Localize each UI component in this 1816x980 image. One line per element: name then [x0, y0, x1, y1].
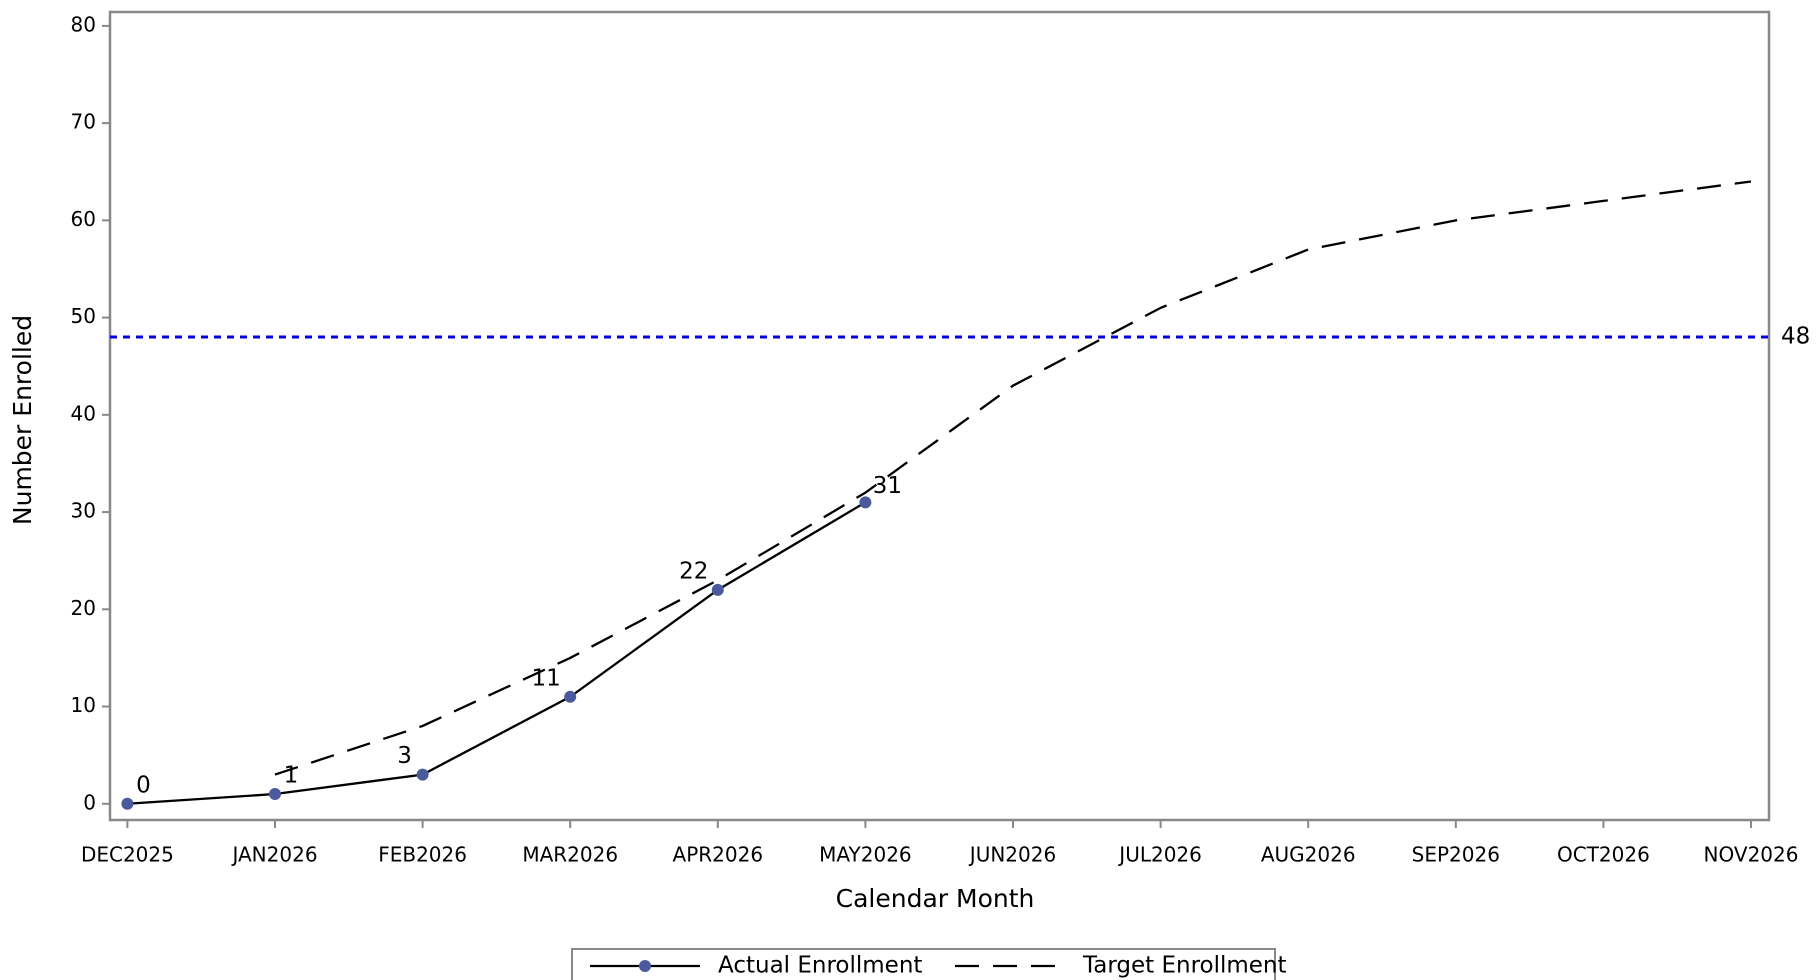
x-tick-label: FEB2026 — [378, 843, 467, 867]
y-tick-label: 80 — [71, 12, 96, 36]
x-tick-label: NOV2026 — [1704, 843, 1799, 867]
point-marker — [269, 788, 281, 801]
y-axis-title: Number Enrolled — [8, 315, 37, 525]
x-tick-label: JUN2026 — [968, 843, 1056, 867]
y-tick-label: 10 — [71, 693, 96, 717]
point-marker — [121, 797, 134, 810]
data-label: 31 — [873, 473, 902, 499]
x-tick-label: SEP2026 — [1412, 843, 1500, 867]
y-tick-label: 60 — [71, 207, 96, 231]
legend-label: Target Enrollment — [1082, 953, 1287, 979]
y-tick-label: 0 — [83, 790, 96, 814]
legend-label: Actual Enrollment — [718, 953, 922, 979]
legend-box — [571, 948, 1276, 980]
point-marker — [711, 583, 724, 596]
data-label: 22 — [679, 558, 708, 584]
x-tick-label: MAR2026 — [522, 843, 618, 867]
x-axis-title: Calendar Month — [836, 884, 1035, 913]
x-tick-label: MAY2026 — [819, 843, 912, 867]
point-marker — [859, 496, 872, 509]
series-line — [127, 501, 866, 805]
legend-marker — [639, 960, 651, 972]
x-tick-label: DEC2025 — [81, 843, 174, 867]
data-label: 11 — [532, 665, 561, 691]
x-tick-label: JUL2026 — [1117, 843, 1202, 867]
point-marker — [564, 690, 577, 703]
y-tick-label: 50 — [71, 304, 96, 328]
data-label: 3 — [397, 743, 412, 769]
reference-label: 48 — [1781, 324, 1810, 350]
point-marker — [416, 768, 429, 781]
series-line — [274, 180, 1752, 776]
y-tick-label: 70 — [71, 110, 96, 134]
y-tick-label: 30 — [71, 499, 96, 523]
x-tick-label: APR2026 — [673, 843, 764, 867]
x-tick-label: AUG2026 — [1261, 843, 1356, 867]
x-tick-label: JAN2026 — [230, 843, 317, 867]
data-label: 0 — [136, 772, 151, 798]
y-tick-label: 40 — [71, 401, 96, 425]
plot-frame — [108, 10, 1771, 822]
y-tick-label: 20 — [71, 596, 96, 620]
x-tick-label: OCT2026 — [1557, 843, 1650, 867]
